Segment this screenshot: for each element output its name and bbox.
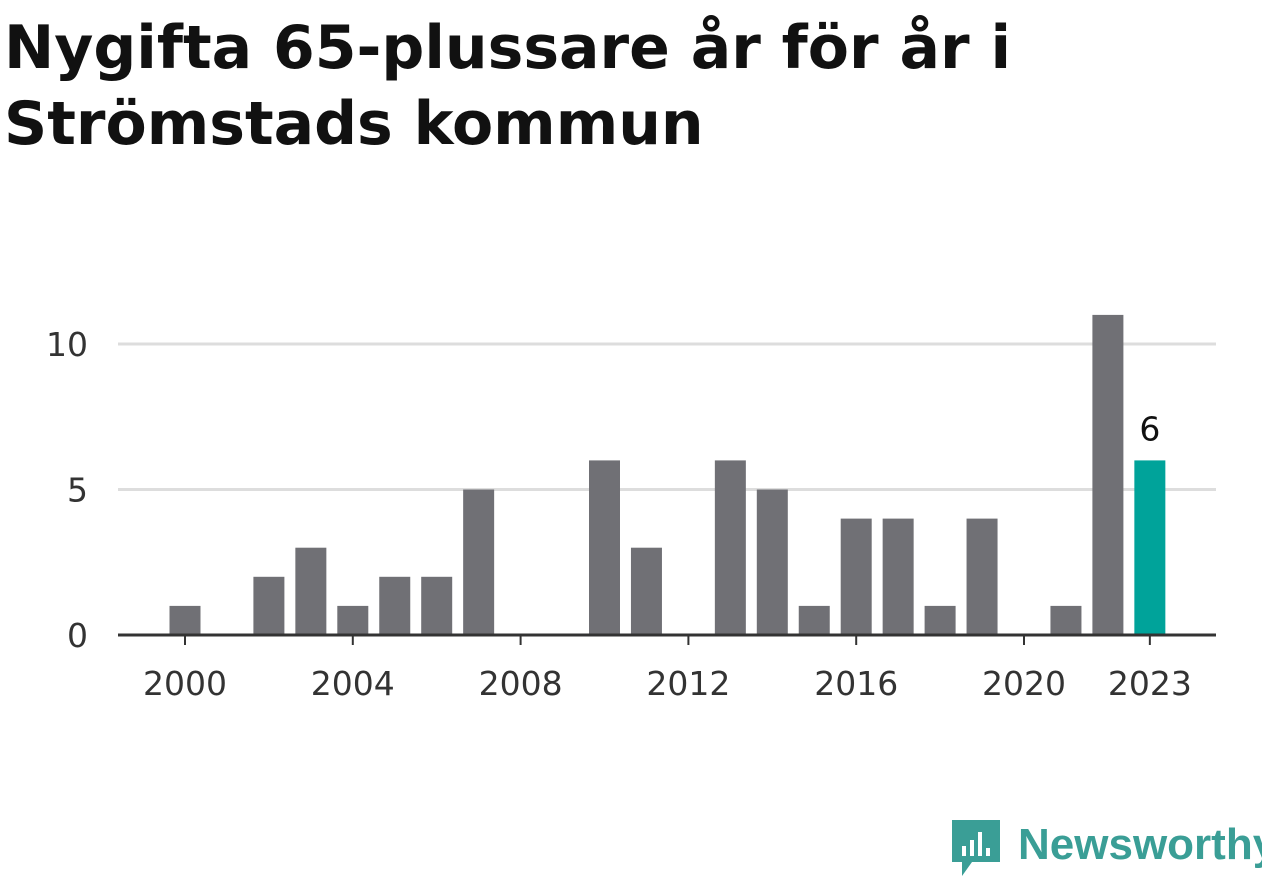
bar [840, 518, 872, 635]
bar [337, 605, 369, 635]
data-label: 6 [1139, 409, 1160, 448]
chart-title: Nygifta 65-plussare år för år i Strömsta… [4, 13, 1012, 159]
bars [169, 314, 1166, 635]
bar [756, 489, 788, 635]
annotations: 6 [1139, 409, 1160, 448]
bar [589, 460, 620, 635]
brand-logo: Newsworthy [950, 818, 1262, 880]
y-tick-label: 10 [46, 325, 88, 364]
bar [882, 518, 914, 635]
bar [1092, 314, 1124, 635]
gridlines [118, 342, 1216, 491]
bar [630, 547, 662, 635]
bar [169, 605, 201, 635]
bar [714, 460, 746, 635]
x-tick-label: 2020 [982, 664, 1066, 703]
brand-name: Newsworthy [1018, 820, 1262, 869]
bar [966, 518, 998, 635]
bar [463, 489, 495, 635]
bar [924, 605, 956, 635]
x-axis-labels: 2000 2004 2008 2012 2016 2020 2023 [143, 635, 1192, 703]
bar [295, 547, 327, 635]
bar [798, 605, 830, 635]
bar [253, 576, 285, 635]
bar-highlight [1134, 460, 1166, 635]
y-tick-label: 5 [67, 471, 88, 510]
x-tick-label: 2008 [479, 664, 563, 703]
newsworthy-logo-icon [952, 820, 1000, 876]
x-tick-label: 2016 [814, 664, 898, 703]
x-tick-label: 2012 [646, 664, 730, 703]
x-tick-label: 2023 [1108, 664, 1192, 703]
x-tick-label: 2000 [143, 664, 227, 703]
bar [421, 576, 453, 635]
x-tick-label: 2004 [311, 664, 395, 703]
bar [379, 576, 411, 635]
y-tick-label: 0 [67, 616, 88, 655]
y-axis-labels: 0 5 10 [46, 325, 88, 655]
bar [1050, 605, 1082, 635]
